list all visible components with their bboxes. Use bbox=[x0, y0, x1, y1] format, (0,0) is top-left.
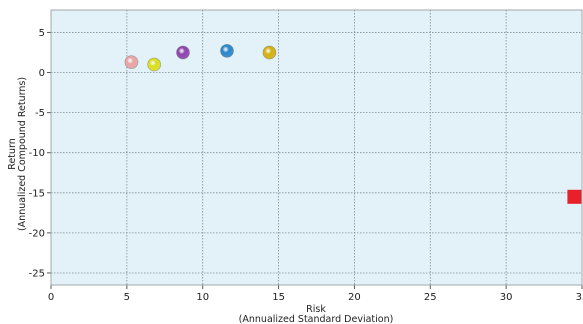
data-point-circle bbox=[124, 55, 139, 70]
y-tick-label: 0 bbox=[39, 68, 45, 79]
x-axis-subtitle: (Annualized Standard Deviation) bbox=[239, 314, 394, 324]
y-tick-label: -10 bbox=[29, 148, 45, 159]
data-point-circle bbox=[176, 45, 190, 60]
y-tick-label: 5 bbox=[39, 28, 45, 39]
grid-lines bbox=[51, 10, 582, 285]
y-tick-label: -5 bbox=[35, 108, 45, 119]
y-tick-label: -20 bbox=[29, 228, 45, 239]
x-tick-label: 35 bbox=[576, 292, 583, 303]
x-tick-label: 15 bbox=[272, 292, 285, 303]
axis-ticks: 0 5 10 15 20 25 30 35 5 0 -5 -10 -15 -20 -25 bbox=[29, 28, 583, 303]
x-tick-label: 20 bbox=[348, 292, 361, 303]
data-point-square bbox=[567, 189, 582, 204]
y-tick-label: -15 bbox=[29, 188, 45, 199]
data-point-circle bbox=[220, 43, 234, 58]
y-tick-label: -25 bbox=[29, 268, 45, 279]
data-points bbox=[124, 43, 582, 204]
x-axis-title: Risk bbox=[306, 304, 326, 315]
x-tick-label: 10 bbox=[196, 292, 209, 303]
x-tick-label: 30 bbox=[500, 292, 513, 303]
y-axis-title: Return bbox=[7, 138, 18, 170]
data-point-circle bbox=[147, 57, 162, 72]
plot-frame bbox=[50, 9, 583, 286]
x-tick-label: 25 bbox=[424, 292, 437, 303]
y-axis-subtitle: (Annualized Compound Returns) bbox=[17, 77, 28, 231]
data-point-circle bbox=[262, 45, 277, 60]
plot-area bbox=[51, 10, 582, 285]
x-tick-label: 0 bbox=[48, 292, 54, 303]
x-tick-label: 5 bbox=[124, 292, 130, 303]
